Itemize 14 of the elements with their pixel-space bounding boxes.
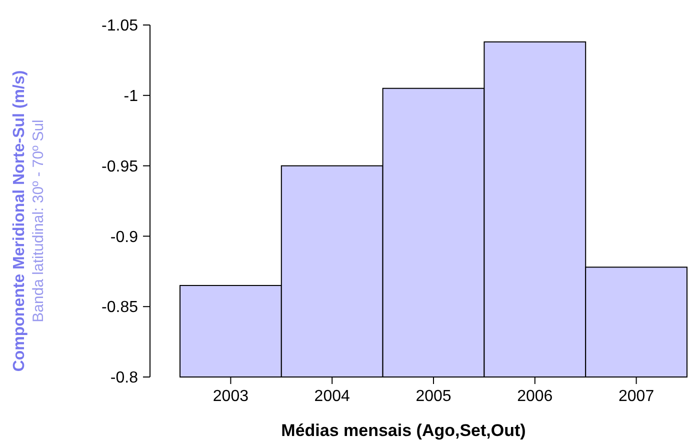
x-tick-label: 2003 <box>212 388 249 405</box>
x-axis-title: Médias mensais (Ago,Set,Out) <box>281 421 526 440</box>
y-tick-label: -0.9 <box>110 228 138 246</box>
y-tick-label: -0.95 <box>102 158 138 176</box>
text: Banda latitudinal: 30º - 70º Sul <box>30 120 47 322</box>
y-axis-title: Componente Meridional Norte-Sul (m/s) <box>11 70 28 372</box>
y-tick-label: -1.05 <box>102 18 138 35</box>
x-tick-label: 2007 <box>618 388 654 405</box>
x-tick-label: 2004 <box>314 388 350 405</box>
x-tick-label: 2005 <box>416 388 452 405</box>
y-tick-label: -0.8 <box>110 370 138 387</box>
y-tick-label: -1 <box>124 88 138 105</box>
x-tick-label: 2006 <box>517 388 553 405</box>
y-tick-label: -0.85 <box>102 299 138 316</box>
